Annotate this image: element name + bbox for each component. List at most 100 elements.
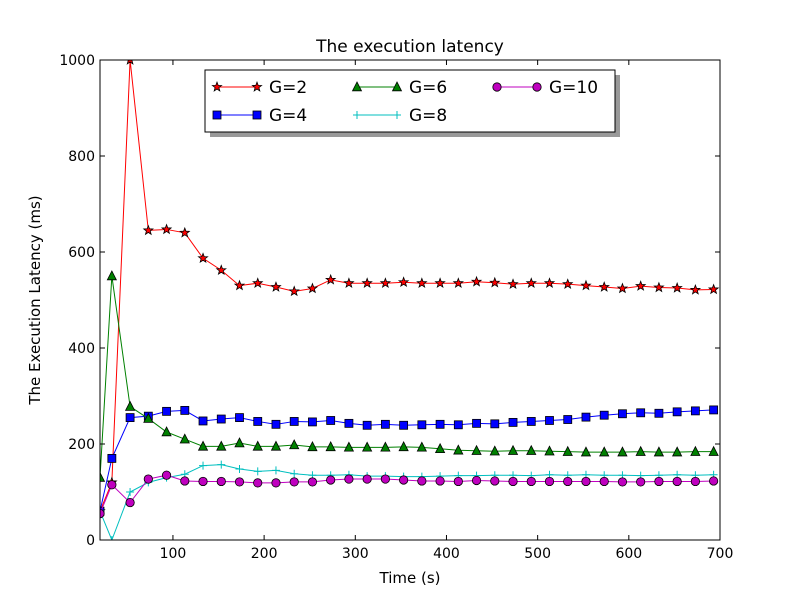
data-point-1-23 — [508, 417, 518, 427]
data-point-2-15 — [361, 441, 373, 452]
series-4 — [100, 470, 719, 519]
data-point-1-4 — [162, 406, 171, 416]
data-point-4-33 — [690, 476, 700, 487]
chart-title: The execution latency — [315, 37, 504, 57]
data-point-2-8 — [234, 437, 245, 448]
data-point-4-18 — [417, 476, 427, 486]
legend-label-0: G=2 — [269, 78, 307, 98]
data-point-1-32 — [672, 407, 682, 417]
data-point-1-14 — [344, 418, 354, 428]
data-point-4-14 — [344, 474, 354, 484]
data-point-2-19 — [434, 442, 446, 454]
data-point-4-27 — [581, 476, 591, 487]
plot-frame — [99, 59, 721, 541]
data-point-2-4 — [161, 426, 172, 437]
data-point-4-16 — [380, 474, 390, 484]
x-tick-label-3: 400 — [433, 546, 460, 562]
data-point-4-22 — [490, 476, 500, 486]
data-point-3-8 — [235, 464, 244, 473]
data-point-4-24 — [526, 476, 536, 487]
data-point-0-3 — [142, 224, 154, 236]
data-point-0-9 — [252, 277, 264, 289]
legend-label-2: G=6 — [409, 78, 447, 98]
data-point-0-22 — [489, 276, 501, 288]
y-tick-label-1: 200 — [68, 437, 95, 453]
x-tick-label-6: 700 — [707, 546, 734, 562]
data-point-4-5 — [180, 476, 190, 486]
data-point-2-2 — [124, 400, 136, 411]
legend-label-1: G=4 — [269, 106, 307, 126]
data-point-4-21 — [471, 475, 482, 486]
data-point-2-28 — [599, 446, 610, 457]
data-point-0-34 — [707, 283, 720, 295]
data-point-0-20 — [452, 277, 464, 289]
data-point-0-8 — [233, 279, 246, 291]
y-tick-label-2: 400 — [68, 341, 95, 357]
data-point-0-15 — [361, 277, 373, 289]
data-point-1-10 — [271, 419, 281, 429]
data-point-1-5 — [180, 405, 190, 415]
data-point-1-29 — [618, 409, 627, 419]
data-point-3-6 — [199, 461, 208, 470]
data-point-1-33 — [690, 406, 700, 416]
data-point-2-11 — [289, 439, 300, 450]
data-point-2-32 — [671, 446, 683, 457]
data-point-1-11 — [289, 417, 299, 426]
data-point-4-25 — [544, 476, 555, 487]
data-point-2-31 — [653, 446, 665, 457]
x-tick-label-1: 200 — [251, 546, 278, 562]
data-point-0-18 — [416, 277, 428, 289]
plot-area: 100 200 300 400 500 600 700 0 200 400 600 800 1000 — [59, 53, 733, 562]
x-tick-label-2: 300 — [342, 546, 369, 562]
data-point-4-2 — [125, 497, 135, 508]
data-point-2-16 — [380, 441, 391, 452]
legend-marker-3-a — [353, 111, 361, 119]
data-point-4-15 — [362, 474, 372, 484]
legend-marker-1-a — [212, 110, 222, 120]
data-point-1-12 — [308, 417, 317, 427]
data-point-1-7 — [216, 414, 226, 424]
data-point-1-9 — [253, 417, 263, 426]
x-tick-label-5: 600 — [615, 546, 642, 562]
data-point-4-28 — [599, 476, 609, 487]
data-point-4-6 — [198, 476, 208, 487]
data-point-2-23 — [507, 444, 519, 455]
data-point-4-30 — [636, 477, 646, 487]
data-point-0-12 — [306, 282, 319, 294]
data-point-2-34 — [708, 445, 719, 456]
data-point-2-18 — [416, 441, 428, 452]
data-point-2-13 — [325, 441, 336, 452]
legend-marker-4-a — [492, 82, 502, 92]
data-point-2-27 — [580, 446, 592, 457]
legend: G=2 G=4 G=6 G=8 G=10 — [204, 69, 620, 137]
data-point-0-23 — [507, 278, 519, 289]
data-point-0-29 — [616, 282, 629, 294]
legend-marker-0-a — [211, 81, 223, 92]
data-point-0-30 — [635, 280, 647, 291]
data-point-0-2 — [126, 60, 134, 65]
data-point-0-13 — [325, 273, 337, 285]
data-point-1-8 — [235, 413, 244, 423]
data-point-1-24 — [526, 417, 536, 426]
data-point-4-26 — [563, 476, 573, 487]
data-point-3-9 — [253, 467, 262, 476]
data-point-2-21 — [471, 444, 482, 455]
legend-label-3: G=8 — [409, 106, 447, 126]
data-point-3-7 — [217, 460, 226, 469]
data-point-4-17 — [399, 475, 409, 485]
data-point-0-5 — [179, 226, 191, 238]
data-point-0-19 — [434, 277, 446, 289]
x-axis-label: Time (s) — [379, 569, 441, 587]
data-point-0-32 — [671, 282, 683, 293]
data-point-3-2 — [126, 488, 135, 496]
data-point-3-10 — [271, 466, 280, 475]
data-point-4-23 — [508, 476, 518, 487]
y-tick-label-3: 600 — [68, 245, 95, 261]
data-point-1-15 — [362, 420, 372, 430]
data-point-1-6 — [198, 416, 208, 426]
data-point-1-18 — [417, 420, 427, 430]
legend-marker-1-b — [252, 110, 262, 120]
data-point-0-16 — [379, 277, 392, 289]
data-point-0-26 — [562, 278, 574, 289]
